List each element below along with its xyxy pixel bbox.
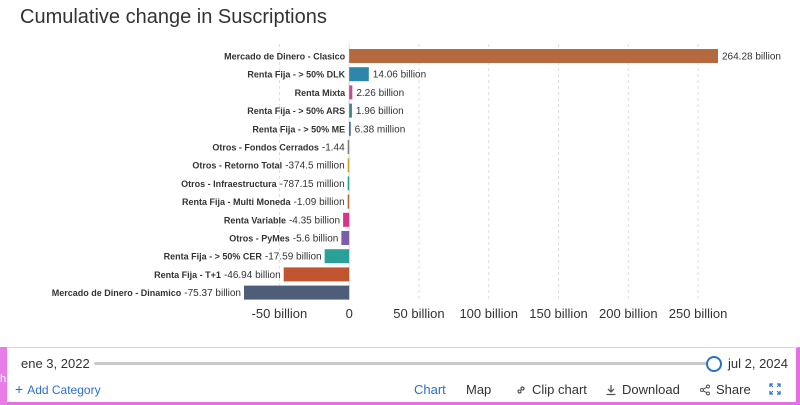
bar (349, 67, 369, 82)
chart-tab-label: Chart (414, 382, 446, 397)
clip-chart-button[interactable]: Clip chart (515, 382, 587, 397)
date-range-slider-track[interactable] (94, 362, 712, 365)
bar (341, 231, 350, 245)
x-tick-label: -50 billion (252, 306, 308, 321)
category-label: Renta Fija - > 50% DLK (247, 70, 345, 80)
map-tab-label: Map (466, 382, 492, 397)
add-category-button[interactable]: + Add Category (15, 381, 101, 397)
download-button[interactable]: Download (605, 382, 680, 397)
x-tick-label: 100 billion (459, 306, 518, 321)
bar (283, 267, 350, 282)
share-icon (700, 384, 710, 395)
category-label: Renta Fija - T+1 (154, 270, 221, 280)
data-label: -787.15 million (280, 179, 345, 190)
data-label: 2.26 billion (356, 88, 404, 99)
data-label: -4.35 billion (289, 215, 340, 226)
data-label: 14.06 billion (373, 70, 426, 81)
category-label: Otros - Retorno Total (192, 161, 282, 171)
map-tab[interactable]: Map (466, 382, 491, 397)
category-label: Renta Fija - > 50% ARS (247, 106, 345, 116)
date-range-slider-handle[interactable] (706, 356, 722, 372)
chart-tab[interactable]: Chart (414, 382, 446, 397)
category-label: Mercado de Dinero - Dinamico (52, 288, 182, 298)
category-label: Renta Fija - Multi Moneda (182, 197, 291, 207)
range-start-date: ene 3, 2022 (21, 356, 90, 371)
data-label: -46.94 billion (224, 270, 281, 281)
category-label: Renta Fija - > 50% CER (164, 252, 263, 262)
bar (347, 158, 350, 173)
data-label: -374.5 million (285, 161, 344, 172)
category-label: Otros - PyMes (229, 234, 290, 244)
x-tick-label: 0 (346, 306, 353, 321)
left-edge-tab[interactable]: h (0, 347, 7, 405)
x-tick-label: 200 billion (599, 306, 658, 321)
category-label: Otros - Fondos Cerrados (212, 143, 319, 153)
data-label: 264.28 billion (722, 52, 781, 63)
x-tick-label: 150 billion (529, 306, 588, 321)
fullscreen-button[interactable] (769, 382, 781, 400)
bar-chart: -50 billion 0 50 billion 100 billion 150 bil… (52, 44, 781, 321)
link-icon (517, 385, 525, 394)
bottom-panel (0, 347, 800, 405)
x-tick-label: 50 billion (393, 306, 444, 321)
data-label: -1.44 (322, 143, 345, 154)
range-end-date: jul 2, 2024 (728, 356, 788, 371)
bar (343, 212, 350, 227)
data-label: 1.96 billion (356, 106, 404, 117)
bar (244, 285, 350, 300)
category-label: Renta Fija - > 50% ME (252, 124, 345, 134)
left-edge-tab-label: h (0, 373, 7, 385)
clip-chart-label: Clip chart (532, 382, 587, 397)
bar (349, 49, 718, 63)
bar (349, 103, 352, 118)
bar (349, 85, 353, 100)
data-label: -1.09 billion (294, 197, 345, 208)
download-icon (606, 384, 616, 395)
category-label: Otros - Infraestructura (181, 179, 278, 189)
fullscreen-icon (769, 383, 781, 395)
category-label: Mercado de Dinero - Clasico (224, 52, 346, 62)
download-label: Download (622, 382, 680, 397)
share-button[interactable]: Share (699, 382, 751, 397)
bar (347, 140, 350, 154)
share-label: Share (716, 382, 751, 397)
bar (347, 176, 350, 191)
x-tick-label: 250 billion (669, 306, 728, 321)
data-label: -5.6 billion (293, 234, 339, 245)
data-label: -75.37 billion (184, 288, 241, 299)
bar (349, 121, 351, 136)
bar (324, 249, 350, 264)
page-title: Cumulative change in Suscriptions (20, 6, 327, 28)
bar (347, 194, 350, 209)
category-label: Renta Variable (224, 215, 286, 225)
data-label: 6.38 million (355, 124, 406, 135)
category-label: Renta Mixta (295, 88, 347, 98)
plus-icon: + (15, 381, 24, 397)
add-category-label: Add Category (27, 383, 101, 397)
data-label: -17.59 billion (265, 252, 322, 263)
